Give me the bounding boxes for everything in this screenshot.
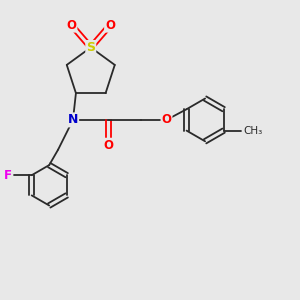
Text: O: O [67, 19, 76, 32]
Text: F: F [4, 169, 11, 182]
Text: O: O [161, 113, 172, 126]
Text: N: N [68, 113, 78, 126]
Text: S: S [86, 41, 95, 54]
Text: O: O [105, 19, 115, 32]
Text: O: O [103, 139, 114, 152]
Text: CH₃: CH₃ [243, 126, 262, 136]
